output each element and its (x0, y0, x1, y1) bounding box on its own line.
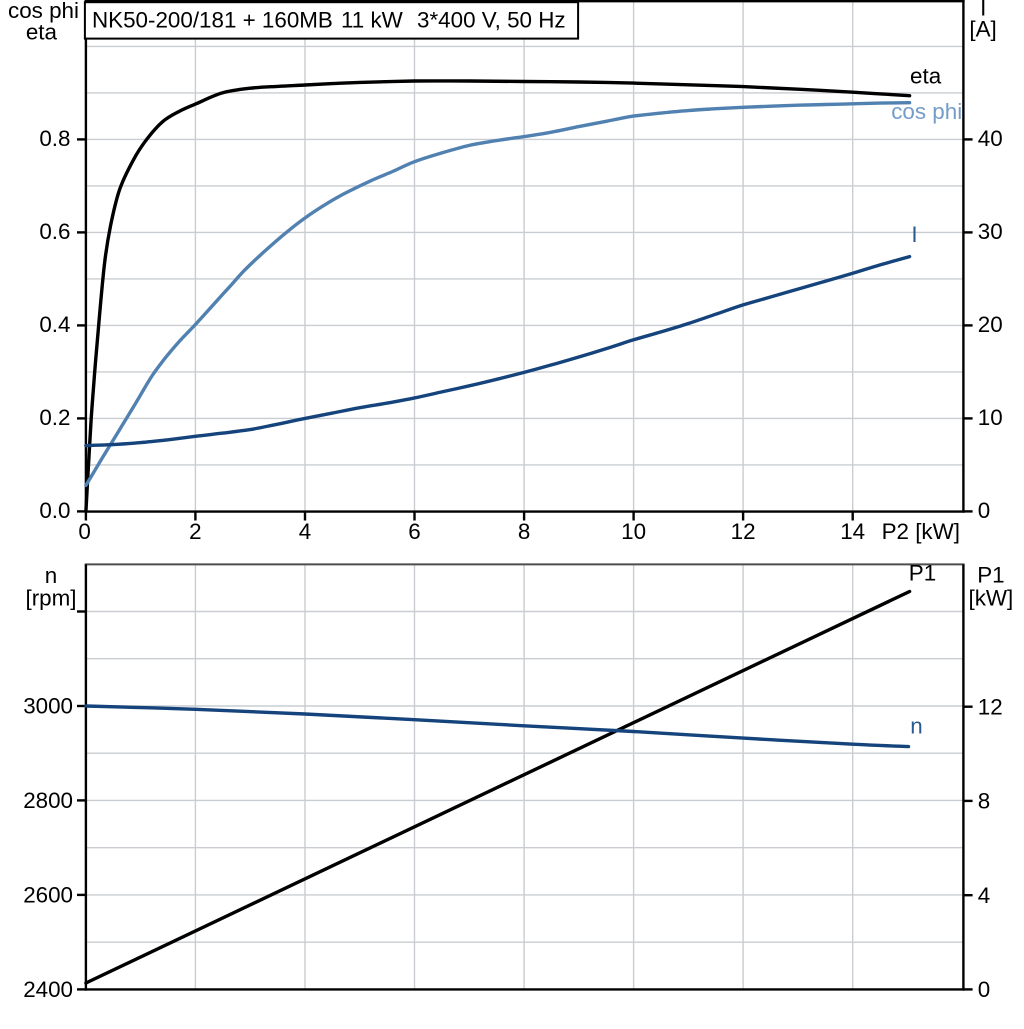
svg-text:40: 40 (978, 126, 1003, 151)
svg-text:eta: eta (26, 20, 58, 45)
svg-text:P1: P1 (977, 563, 1004, 588)
svg-text:n: n (45, 563, 57, 588)
svg-text:n: n (910, 714, 922, 739)
svg-text:0.2: 0.2 (39, 405, 70, 430)
svg-text:4: 4 (299, 519, 311, 544)
svg-text:[rpm]: [rpm] (25, 586, 76, 611)
svg-text:12: 12 (978, 694, 1003, 719)
svg-text:cos phi: cos phi (891, 99, 962, 124)
svg-text:NK50-200/181 + 160MB: NK50-200/181 + 160MB (92, 8, 333, 33)
svg-text:P2 [kW]: P2 [kW] (882, 519, 960, 544)
svg-text:4: 4 (978, 883, 990, 908)
svg-text:eta: eta (910, 64, 942, 89)
svg-text:3*400 V, 50 Hz: 3*400 V, 50 Hz (417, 8, 566, 33)
svg-text:8: 8 (518, 519, 530, 544)
svg-text:8: 8 (978, 789, 990, 814)
svg-text:3000: 3000 (23, 694, 73, 719)
svg-text:0: 0 (978, 498, 990, 523)
svg-text:[kW]: [kW] (969, 586, 1014, 611)
svg-text:14: 14 (840, 519, 865, 544)
svg-text:2600: 2600 (23, 883, 73, 908)
svg-text:0: 0 (978, 977, 990, 1002)
svg-text:I: I (911, 222, 917, 247)
svg-text:10: 10 (978, 405, 1003, 430)
svg-text:0.0: 0.0 (39, 498, 70, 523)
svg-text:11 kW: 11 kW (341, 8, 404, 33)
svg-text:20: 20 (978, 312, 1003, 337)
svg-text:2800: 2800 (23, 788, 73, 813)
svg-text:0.8: 0.8 (39, 126, 70, 151)
svg-text:2: 2 (189, 519, 201, 544)
svg-text:[A]: [A] (969, 17, 996, 42)
svg-text:2400: 2400 (23, 977, 73, 1002)
svg-text:P1: P1 (909, 561, 936, 586)
svg-text:0.4: 0.4 (39, 312, 70, 337)
svg-text:0: 0 (78, 519, 90, 544)
svg-text:I: I (980, 0, 986, 20)
svg-text:cos phi: cos phi (8, 0, 79, 23)
svg-text:30: 30 (978, 219, 1003, 244)
svg-text:6: 6 (408, 519, 420, 544)
svg-text:12: 12 (731, 519, 756, 544)
svg-text:10: 10 (621, 519, 646, 544)
svg-text:0.6: 0.6 (39, 219, 70, 244)
